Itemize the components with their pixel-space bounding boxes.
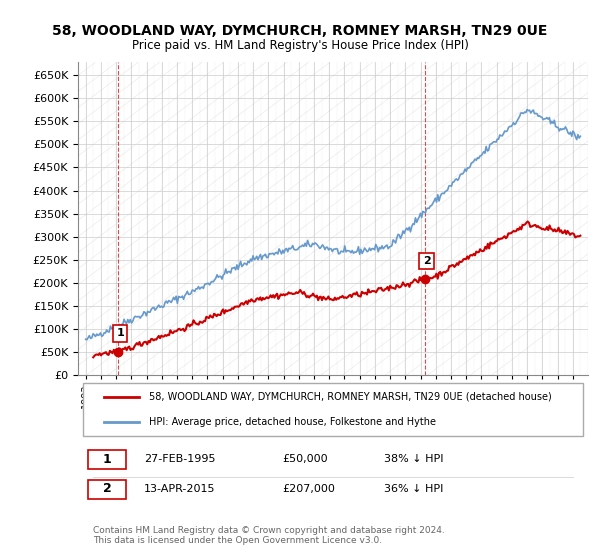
Text: 27-FEB-1995: 27-FEB-1995	[145, 454, 216, 464]
Text: 58, WOODLAND WAY, DYMCHURCH, ROMNEY MARSH, TN29 0UE: 58, WOODLAND WAY, DYMCHURCH, ROMNEY MARS…	[52, 24, 548, 38]
Text: Contains HM Land Registry data © Crown copyright and database right 2024.
This d: Contains HM Land Registry data © Crown c…	[94, 526, 445, 545]
Text: £207,000: £207,000	[282, 484, 335, 494]
Text: 2: 2	[103, 482, 112, 496]
Text: £50,000: £50,000	[282, 454, 328, 464]
FancyBboxPatch shape	[88, 480, 127, 499]
Text: 1: 1	[103, 452, 112, 466]
Text: 58, WOODLAND WAY, DYMCHURCH, ROMNEY MARSH, TN29 0UE (detached house): 58, WOODLAND WAY, DYMCHURCH, ROMNEY MARS…	[149, 391, 552, 402]
FancyBboxPatch shape	[83, 383, 583, 436]
Text: 13-APR-2015: 13-APR-2015	[145, 484, 216, 494]
Text: 2: 2	[423, 256, 431, 266]
Text: HPI: Average price, detached house, Folkestone and Hythe: HPI: Average price, detached house, Folk…	[149, 417, 436, 427]
FancyBboxPatch shape	[88, 450, 127, 469]
Text: Price paid vs. HM Land Registry's House Price Index (HPI): Price paid vs. HM Land Registry's House …	[131, 39, 469, 53]
Text: 1: 1	[116, 328, 124, 338]
Text: 36% ↓ HPI: 36% ↓ HPI	[384, 484, 443, 494]
Text: 38% ↓ HPI: 38% ↓ HPI	[384, 454, 443, 464]
